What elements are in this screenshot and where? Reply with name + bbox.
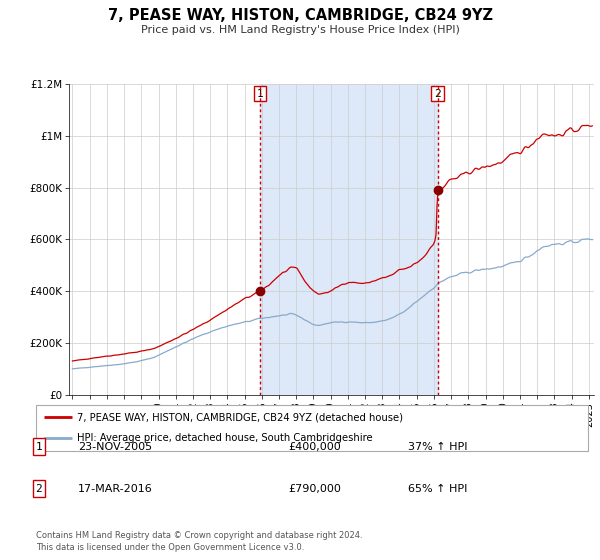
Text: 1: 1 (257, 88, 263, 99)
Text: 17-MAR-2016: 17-MAR-2016 (78, 484, 153, 493)
Text: 2: 2 (35, 484, 43, 493)
Text: £400,000: £400,000 (288, 442, 341, 451)
Text: HPI: Average price, detached house, South Cambridgeshire: HPI: Average price, detached house, Sout… (77, 433, 373, 444)
Text: 65% ↑ HPI: 65% ↑ HPI (408, 484, 467, 493)
Text: 1: 1 (35, 442, 43, 451)
Text: 23-NOV-2005: 23-NOV-2005 (78, 442, 152, 451)
Text: £790,000: £790,000 (288, 484, 341, 493)
Text: Contains HM Land Registry data © Crown copyright and database right 2024.
This d: Contains HM Land Registry data © Crown c… (36, 531, 362, 552)
Text: 7, PEASE WAY, HISTON, CAMBRIDGE, CB24 9YZ (detached house): 7, PEASE WAY, HISTON, CAMBRIDGE, CB24 9Y… (77, 412, 403, 422)
Text: Price paid vs. HM Land Registry's House Price Index (HPI): Price paid vs. HM Land Registry's House … (140, 25, 460, 35)
Bar (260, 84, 437, 395)
Text: 7, PEASE WAY, HISTON, CAMBRIDGE, CB24 9YZ: 7, PEASE WAY, HISTON, CAMBRIDGE, CB24 9Y… (107, 8, 493, 24)
Text: 37% ↑ HPI: 37% ↑ HPI (408, 442, 467, 451)
Text: 2: 2 (434, 88, 441, 99)
